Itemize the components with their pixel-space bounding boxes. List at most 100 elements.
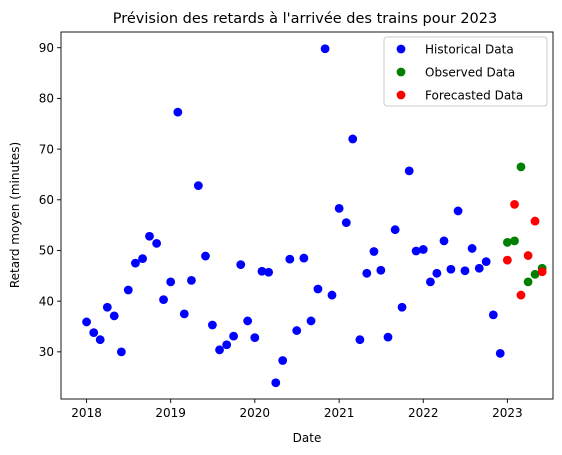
x-tick-label-3: 2021 <box>324 406 355 420</box>
point-s0-8 <box>138 254 147 263</box>
point-s0-35 <box>327 290 337 300</box>
legend-label-1: Observed Data <box>425 65 515 79</box>
point-s0-40 <box>362 268 372 278</box>
point-s0-55 <box>467 244 477 253</box>
point-s2-0 <box>502 255 512 265</box>
point-s0-59 <box>495 348 505 358</box>
point-s0-49 <box>426 277 435 287</box>
point-s0-20 <box>222 340 232 350</box>
point-s0-38 <box>348 134 358 144</box>
point-s0-45 <box>397 302 407 312</box>
point-s0-48 <box>418 245 428 254</box>
point-s0-6 <box>123 285 133 295</box>
point-s1-3 <box>523 277 533 287</box>
point-s0-41 <box>369 247 379 256</box>
point-s0-17 <box>201 251 210 261</box>
point-s0-37 <box>341 218 351 228</box>
point-s0-52 <box>446 264 456 274</box>
legend-marker-2 <box>396 90 406 100</box>
x-tick-label-5: 2023 <box>492 406 523 420</box>
point-s0-28 <box>278 356 288 365</box>
point-s0-7 <box>131 258 140 268</box>
point-s0-0 <box>82 317 91 327</box>
point-s0-19 <box>215 345 224 355</box>
point-s2-1 <box>510 199 519 209</box>
point-s0-9 <box>145 231 154 241</box>
point-s0-46 <box>404 166 414 176</box>
x-axis: 2018 2019 2020 2021 2022 2023 <box>71 399 523 420</box>
point-s0-26 <box>264 267 274 277</box>
point-s1-0 <box>502 237 512 247</box>
point-s0-13 <box>173 107 183 117</box>
point-s0-47 <box>411 246 421 256</box>
x-axis-label: Date <box>293 431 322 445</box>
x-tick-label-4: 2022 <box>408 406 439 420</box>
point-s0-27 <box>271 378 281 388</box>
point-s0-4 <box>109 311 119 321</box>
point-s0-53 <box>453 206 463 216</box>
point-s0-39 <box>355 335 365 345</box>
point-s0-30 <box>292 326 302 335</box>
point-s0-34 <box>320 44 330 54</box>
point-s0-16 <box>193 181 203 190</box>
point-s0-3 <box>102 302 112 312</box>
point-s0-22 <box>236 260 246 270</box>
legend-marker-1 <box>396 67 406 77</box>
point-s0-51 <box>439 236 449 246</box>
x-tick-label-1: 2019 <box>155 406 186 420</box>
y-tick-label-3: 60 <box>39 193 54 207</box>
data-points <box>82 44 547 388</box>
point-s0-57 <box>481 257 491 267</box>
point-s0-31 <box>299 253 309 263</box>
point-s0-50 <box>432 268 442 278</box>
point-s0-42 <box>376 265 386 275</box>
point-s0-56 <box>474 263 484 273</box>
point-s1-4 <box>530 269 540 279</box>
legend-label-2: Forecasted Data <box>425 88 523 102</box>
point-s0-1 <box>89 328 99 337</box>
y-tick-label-1: 40 <box>39 294 54 308</box>
point-s0-44 <box>390 225 400 235</box>
x-tick-label-2: 2020 <box>240 406 271 420</box>
point-s0-12 <box>166 277 176 287</box>
point-s2-4 <box>530 216 540 226</box>
point-s0-15 <box>187 275 196 285</box>
point-s0-32 <box>306 316 316 326</box>
x-tick-label-0: 2018 <box>71 406 102 420</box>
legend: Historical Data Observed Data Forecasted D… <box>383 36 548 107</box>
y-axis-label: Retard moyen (minutes) <box>8 142 22 288</box>
y-axis: 30 40 50 60 70 80 90 <box>39 41 61 359</box>
point-s0-29 <box>285 254 295 264</box>
point-s0-2 <box>95 335 105 345</box>
legend-marker-0 <box>396 44 406 54</box>
point-s0-23 <box>243 316 253 326</box>
point-s1-2 <box>516 162 526 172</box>
legend-box <box>383 36 548 107</box>
point-s2-3 <box>523 251 533 260</box>
chart-title: Prévision des retards à l'arrivée des tr… <box>113 11 497 27</box>
point-s0-25 <box>257 266 267 276</box>
legend-label-0: Historical Data <box>425 42 514 56</box>
point-s0-58 <box>488 310 498 320</box>
point-s0-5 <box>116 347 126 357</box>
y-tick-label-0: 30 <box>39 345 54 359</box>
point-s0-10 <box>152 238 162 248</box>
point-s0-36 <box>334 204 344 213</box>
point-s0-33 <box>313 284 323 294</box>
point-s0-24 <box>250 333 260 343</box>
point-s2-2 <box>516 290 526 300</box>
point-s1-1 <box>510 236 519 246</box>
point-s2-5 <box>537 267 547 277</box>
point-s0-11 <box>159 295 168 305</box>
point-s0-21 <box>229 331 239 341</box>
point-s0-43 <box>383 332 393 342</box>
y-tick-label-2: 50 <box>39 244 54 258</box>
point-s0-14 <box>179 309 189 319</box>
y-tick-label-4: 70 <box>39 142 54 156</box>
point-s0-18 <box>208 320 217 330</box>
y-tick-label-6: 90 <box>39 41 54 55</box>
plot-frame <box>60 31 554 400</box>
y-tick-label-5: 80 <box>39 92 54 106</box>
point-s0-54 <box>460 266 470 276</box>
